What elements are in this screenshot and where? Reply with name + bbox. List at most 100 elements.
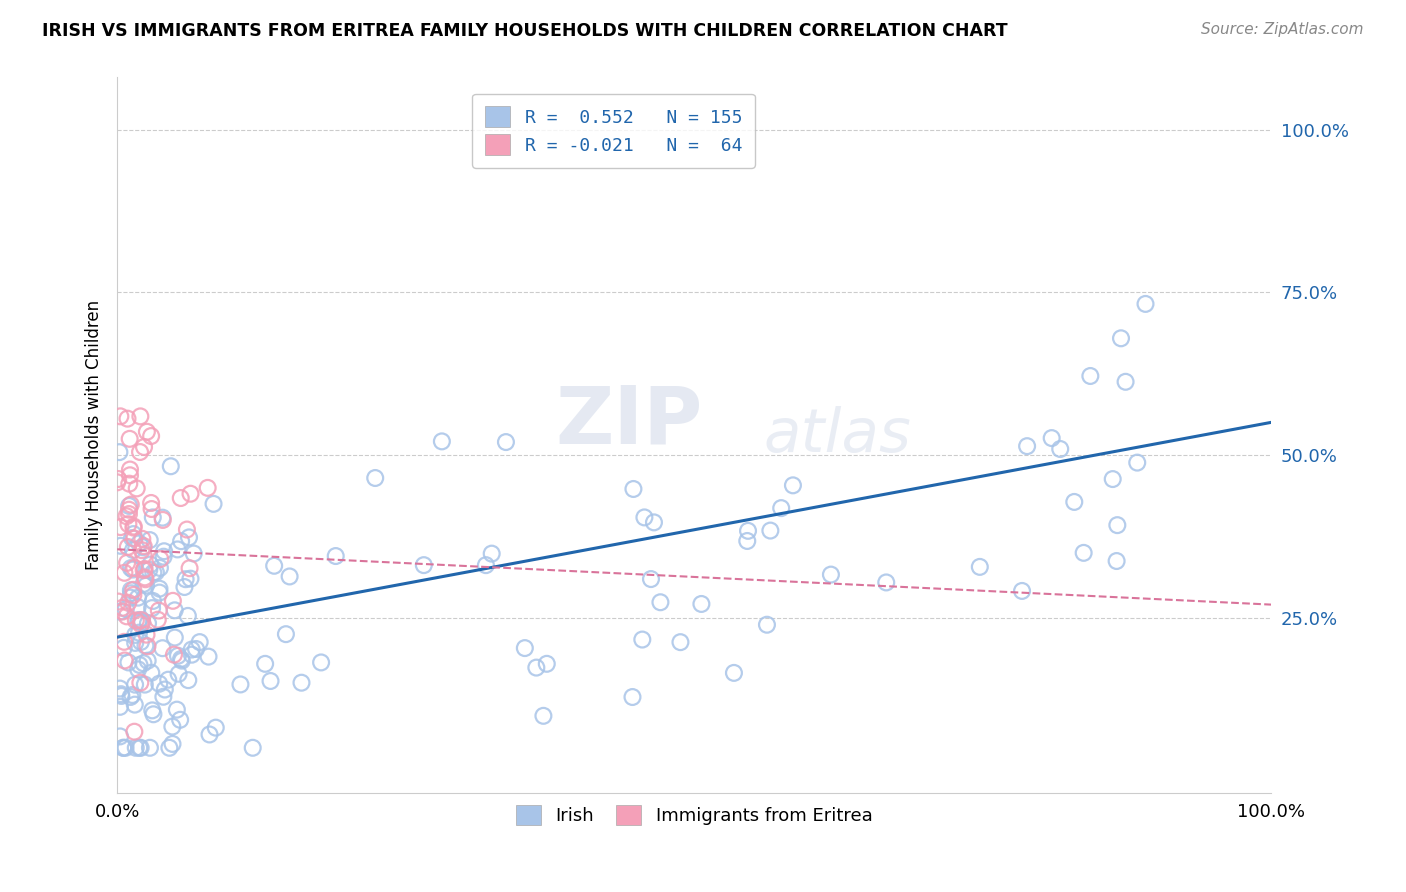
- Point: [495, 435, 517, 450]
- Point: [1011, 583, 1033, 598]
- Point: [141, 502, 163, 516]
- Point: [132, 539, 155, 553]
- Point: [117, 517, 139, 532]
- Point: [142, 566, 165, 580]
- Point: [179, 487, 201, 501]
- Point: [129, 740, 152, 755]
- Point: [141, 703, 163, 717]
- Point: [121, 531, 143, 545]
- Point: [162, 737, 184, 751]
- Point: [114, 653, 136, 667]
- Point: [112, 740, 135, 755]
- Point: [179, 561, 201, 575]
- Point: [132, 563, 155, 577]
- Point: [132, 657, 155, 671]
- Point: [513, 641, 536, 656]
- Point: [177, 673, 200, 688]
- Point: [121, 688, 143, 702]
- Point: [263, 558, 285, 573]
- Point: [170, 654, 193, 668]
- Point: [131, 615, 153, 630]
- Point: [820, 567, 842, 582]
- Point: [125, 482, 148, 496]
- Point: [107, 594, 129, 608]
- Point: [131, 532, 153, 546]
- Point: [124, 698, 146, 712]
- Point: [115, 556, 138, 570]
- Point: [290, 675, 312, 690]
- Point: [124, 724, 146, 739]
- Point: [166, 703, 188, 717]
- Point: [969, 560, 991, 574]
- Point: [136, 654, 159, 668]
- Point: [127, 591, 149, 605]
- Point: [1107, 518, 1129, 533]
- Point: [430, 434, 453, 449]
- Point: [184, 642, 207, 657]
- Point: [128, 657, 150, 672]
- Point: [127, 615, 149, 629]
- Point: [129, 409, 152, 424]
- Point: [1049, 442, 1071, 456]
- Point: [122, 582, 145, 597]
- Point: [122, 588, 145, 602]
- Point: [128, 536, 150, 550]
- Point: [141, 601, 163, 615]
- Point: [138, 533, 160, 547]
- Point: [177, 530, 200, 544]
- Point: [180, 648, 202, 662]
- Point: [173, 580, 195, 594]
- Point: [131, 543, 153, 558]
- Point: [309, 656, 332, 670]
- Point: [163, 603, 186, 617]
- Point: [139, 558, 162, 572]
- Point: [631, 632, 654, 647]
- Point: [129, 617, 152, 632]
- Point: [274, 627, 297, 641]
- Point: [621, 690, 644, 704]
- Point: [157, 673, 180, 687]
- Point: [202, 497, 225, 511]
- Text: Source: ZipAtlas.com: Source: ZipAtlas.com: [1201, 22, 1364, 37]
- Point: [640, 572, 662, 586]
- Point: [170, 652, 193, 666]
- Point: [759, 524, 782, 538]
- Point: [134, 562, 156, 576]
- Point: [412, 558, 434, 573]
- Point: [149, 561, 172, 575]
- Point: [129, 675, 152, 690]
- Point: [170, 534, 193, 549]
- Point: [139, 740, 162, 755]
- Point: [134, 639, 156, 653]
- Point: [481, 547, 503, 561]
- Point: [536, 657, 558, 671]
- Point: [197, 481, 219, 495]
- Point: [242, 740, 264, 755]
- Point: [112, 640, 135, 655]
- Point: [1135, 297, 1157, 311]
- Point: [110, 689, 132, 703]
- Point: [110, 539, 132, 553]
- Point: [108, 699, 131, 714]
- Point: [259, 673, 281, 688]
- Point: [134, 570, 156, 584]
- Point: [188, 635, 211, 649]
- Point: [1109, 331, 1132, 345]
- Point: [122, 519, 145, 533]
- Point: [110, 687, 132, 701]
- Point: [127, 599, 149, 614]
- Point: [132, 440, 155, 454]
- Point: [531, 709, 554, 723]
- Point: [325, 549, 347, 563]
- Point: [107, 472, 129, 486]
- Point: [1115, 375, 1137, 389]
- Point: [115, 602, 138, 616]
- Point: [770, 501, 793, 516]
- Point: [129, 445, 152, 459]
- Point: [110, 520, 132, 534]
- Point: [118, 502, 141, 516]
- Point: [117, 540, 139, 554]
- Point: [118, 499, 141, 513]
- Point: [755, 617, 778, 632]
- Point: [177, 608, 200, 623]
